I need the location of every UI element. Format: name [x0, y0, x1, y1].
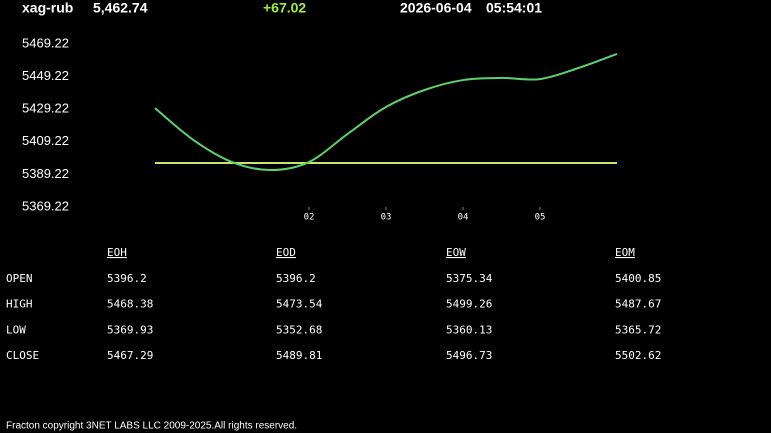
table-header: EOD	[276, 246, 296, 259]
row-label: HIGH	[6, 298, 33, 311]
row-label: LOW	[6, 323, 26, 336]
x-tick-label: 03	[381, 213, 392, 223]
y-tick-label: 5409.22	[22, 133, 69, 148]
x-tick-label: 04	[458, 213, 469, 223]
y-tick-label: 5449.22	[22, 68, 69, 83]
price: 5,462.74	[93, 0, 148, 16]
table-cell: 5365.72	[615, 323, 661, 336]
x-tick-label: 02	[304, 213, 315, 223]
price-line	[154, 53, 618, 172]
table-cell: 5468.38	[107, 298, 153, 311]
table-header: EOH	[107, 246, 127, 259]
footer: Fracton copyright 3NET LABS LLC 2009-202…	[6, 421, 297, 432]
table-cell: 5360.13	[446, 323, 492, 336]
table-cell: 5496.73	[446, 349, 492, 362]
x-tick-label: 05	[535, 213, 546, 223]
y-tick-label: 5369.22	[22, 198, 69, 213]
table-cell: 5487.67	[615, 298, 661, 311]
table-cell: 5396.2	[276, 272, 316, 285]
time: 05:54:01	[486, 0, 542, 16]
row-label: CLOSE	[6, 349, 39, 362]
table-cell: 5352.68	[276, 323, 322, 336]
table-cell: 5375.34	[446, 272, 493, 285]
symbol: xag-rub	[22, 0, 73, 16]
table-cell: 5489.81	[276, 349, 322, 362]
table-cell: 5467.29	[107, 349, 153, 362]
y-tick-label: 5469.22	[22, 35, 69, 50]
y-tick-label: 5429.22	[22, 101, 69, 116]
table-cell: 5499.26	[446, 298, 492, 311]
row-label: OPEN	[6, 272, 33, 285]
table-cell: 5369.93	[107, 323, 153, 336]
table-cell: 5502.62	[615, 349, 661, 362]
table-cell: 5396.2	[107, 272, 147, 285]
y-tick-label: 5389.22	[22, 166, 69, 181]
table-cell: 5400.85	[615, 272, 661, 285]
table-header: EOM	[615, 246, 635, 259]
table-header: EOW	[446, 246, 466, 259]
change: +67.02	[263, 0, 306, 16]
date: 2026-06-04	[400, 0, 472, 16]
table-cell: 5473.54	[276, 298, 323, 311]
